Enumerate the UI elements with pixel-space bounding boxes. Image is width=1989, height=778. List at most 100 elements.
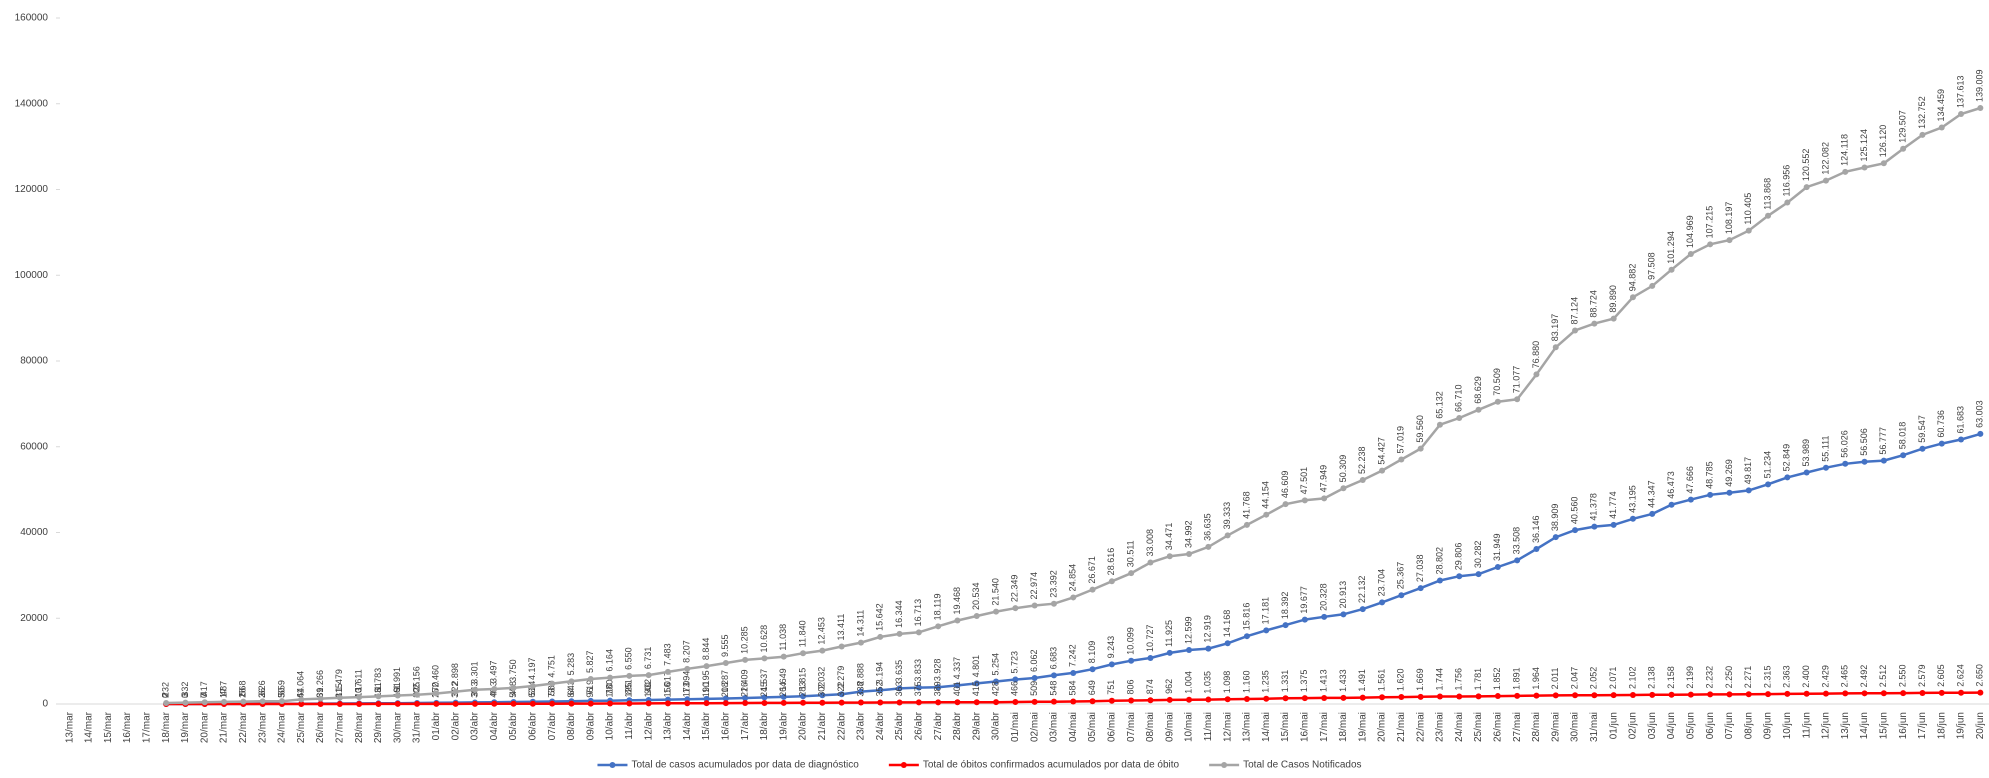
data-label: 1.649 [778,668,788,691]
data-point [1629,294,1636,301]
data-label: 7 [199,693,209,698]
data-point [1880,457,1887,464]
x-tick-label: 11/abr [624,711,635,739]
x-tick-label: 02/abr [450,711,461,740]
data-label: 44.154 [1261,481,1271,509]
data-label: 70.509 [1492,368,1502,396]
x-tick-label: 01/abr [431,711,442,740]
data-point [1263,627,1270,634]
x-tick-label: 13/mar [64,711,75,743]
data-label: 2.624 [1955,664,1965,687]
data-point [800,693,807,700]
x-tick-label: 13/abr [663,711,674,740]
data-label: 66.710 [1454,384,1464,412]
data-point [1514,396,1521,403]
data-label: 0 [180,693,190,698]
data-point [1089,666,1096,673]
data-point [163,700,170,707]
data-label: 56.026 [1840,430,1850,458]
data-label: 60.736 [1936,410,1946,438]
x-tick-label: 29/abr [971,711,982,740]
data-label: 125 [624,682,634,697]
data-label: 1.744 [1434,668,1444,691]
data-point [278,698,285,705]
data-label: 322 [836,682,846,697]
data-point [1861,690,1868,697]
data-point [1784,690,1791,697]
data-point [935,699,942,706]
data-label: 34.471 [1164,523,1174,551]
data-label: 1.160 [1241,670,1251,693]
data-point [1243,696,1250,703]
data-label: 51.234 [1762,451,1772,479]
data-point [1282,501,1289,508]
data-point [1012,605,1019,612]
data-label: 33.508 [1512,527,1522,555]
data-label: 2.460 [431,665,441,688]
data-point [298,696,305,703]
x-tick-label: 18/abr [759,711,770,740]
data-label: 23.704 [1376,569,1386,597]
data-label: 71.077 [1512,366,1522,394]
data-label: 73 [547,688,557,698]
data-label: 225 [411,682,421,697]
x-tick-label: 06/jun [1705,712,1716,739]
data-label: 120.552 [1801,149,1811,182]
data-label: 63 [527,688,537,698]
data-point [1147,559,1154,566]
data-point [1282,695,1289,702]
x-tick-label: 14/mai [1261,712,1272,742]
data-label: 116.956 [1782,165,1792,197]
data-point [1456,573,1463,580]
data-point [433,690,440,697]
data-label: 338 [855,682,865,697]
data-label: 41.378 [1589,493,1599,521]
data-label: 2.047 [1569,667,1579,690]
data-label: 191 [392,682,402,697]
data-point [935,623,942,630]
x-tick-label: 07/mai [1126,712,1137,742]
data-label: 10.727 [1145,624,1155,652]
data-point [993,678,1000,685]
data-label: 245 [759,682,769,697]
data-label: 283 [797,682,807,697]
data-label: 2.199 [1685,666,1695,689]
data-point [1861,164,1868,171]
data-label: 27.038 [1415,555,1425,583]
data-label: 17 [218,688,228,698]
x-tick-label: 18/jun [1936,712,1947,739]
data-point [1128,570,1135,577]
legend-marker [609,762,616,768]
x-tick-label: 17/jun [1917,712,1928,739]
data-label: 1.491 [1357,669,1367,692]
data-label: 137.613 [1955,75,1965,108]
data-label: 208 [720,682,730,697]
data-point [722,700,729,707]
data-point [1533,371,1540,378]
data-label: 2.315 [1762,666,1772,689]
data-point [1379,467,1386,474]
data-label: 34.992 [1183,520,1193,548]
y-tick-label: 120000 [15,184,49,195]
data-label: 806 [1126,680,1136,695]
x-tick-label: 13/jun [1840,712,1851,739]
data-point [915,699,922,706]
data-point [1514,557,1521,564]
data-label: 1.561 [1376,669,1386,692]
data-label: 57.019 [1396,426,1406,454]
data-point [1166,696,1173,703]
data-label: 6.550 [624,647,634,670]
data-point [1456,414,1463,421]
legend-marker [1221,762,1228,768]
data-label: 39.333 [1222,502,1232,530]
x-tick-label: 28/abr [952,711,963,740]
data-label: 26.671 [1087,556,1097,584]
data-point [1186,550,1193,557]
x-tick-label: 19/jun [1956,712,1967,739]
data-point [1301,497,1308,504]
data-point [1379,599,1386,606]
x-tick-label: 30/mar [392,711,403,743]
data-point [1456,693,1463,700]
data-point [1031,602,1038,609]
